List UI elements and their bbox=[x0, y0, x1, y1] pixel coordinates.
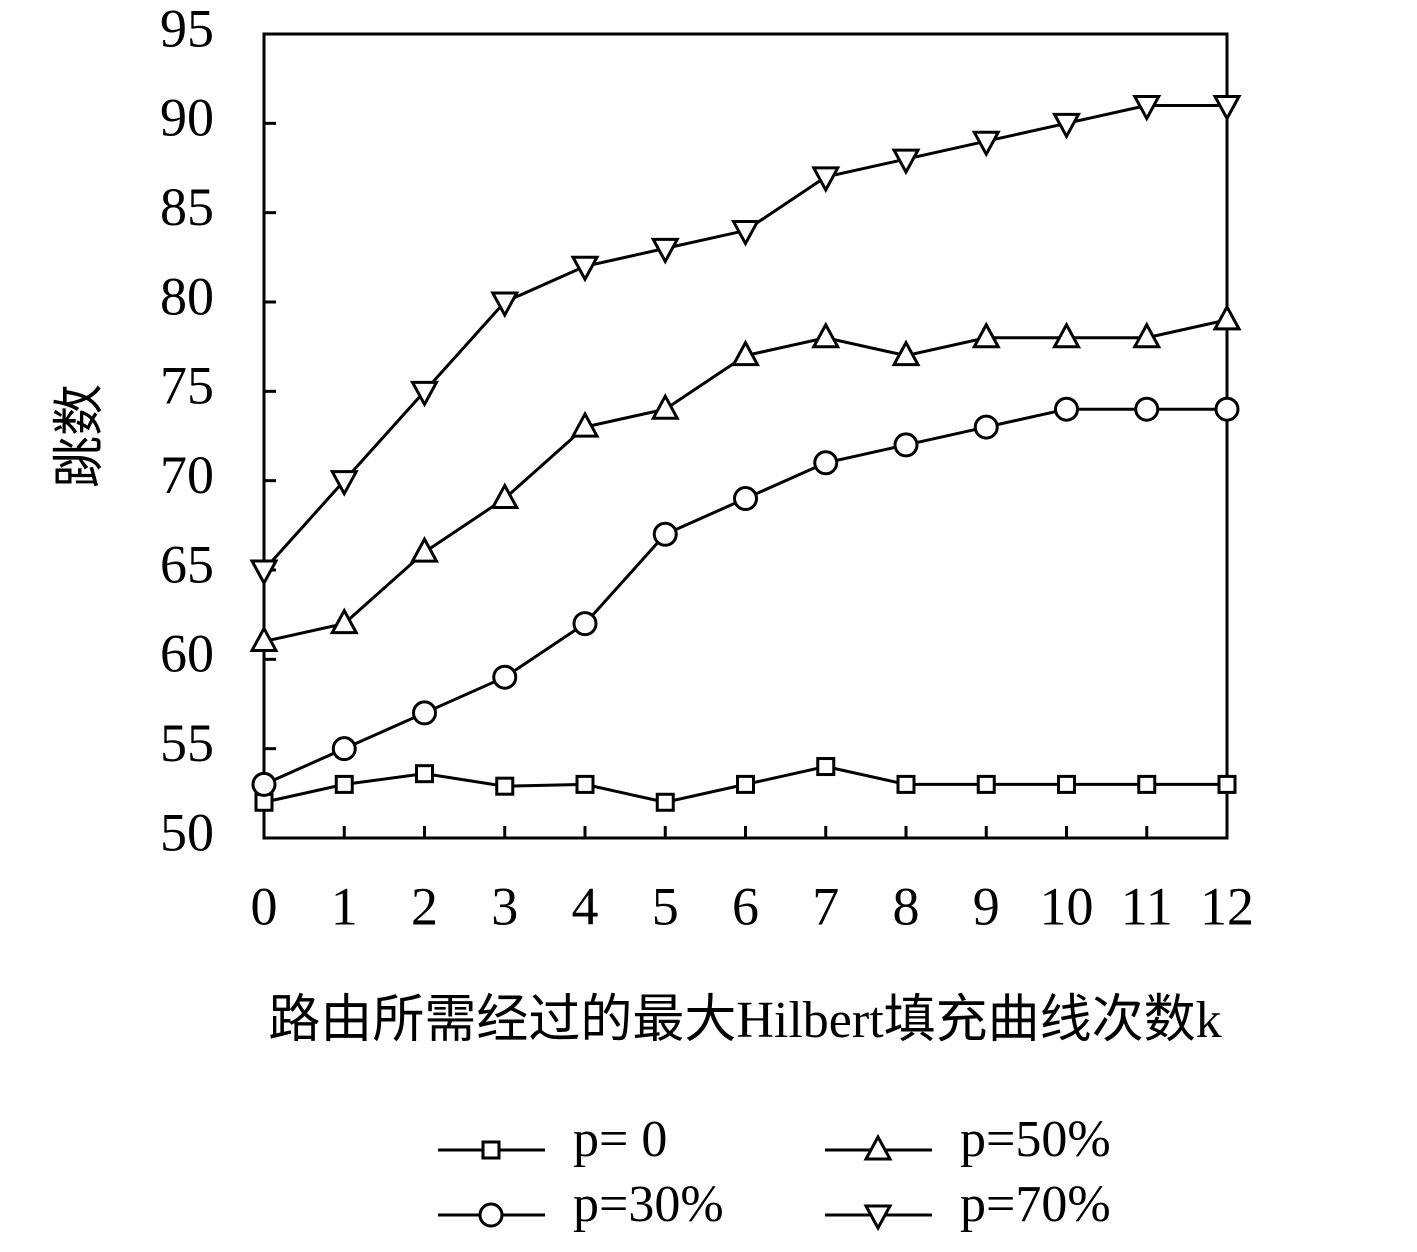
data-point bbox=[976, 774, 996, 794]
data-point bbox=[1134, 396, 1160, 422]
x-tick-label: 12 bbox=[1200, 876, 1254, 936]
y-tick-label: 90 bbox=[160, 88, 214, 148]
x-tick-label: 2 bbox=[411, 876, 438, 936]
data-point bbox=[412, 700, 437, 726]
x-tick-label: 1 bbox=[331, 876, 358, 936]
data-point bbox=[650, 237, 680, 265]
data-point bbox=[891, 339, 921, 367]
data-point bbox=[409, 380, 440, 408]
data-point bbox=[891, 148, 921, 176]
legend-marker bbox=[481, 1140, 501, 1160]
data-point bbox=[971, 130, 1001, 158]
x-tick-label: 5 bbox=[652, 876, 679, 936]
data-point bbox=[652, 521, 678, 547]
data-point bbox=[572, 611, 598, 637]
x-axis-label: 路由所需经过的最大Hilbert填充曲线次数k bbox=[268, 992, 1221, 1049]
y-tick-label: 70 bbox=[160, 445, 214, 505]
data-point bbox=[329, 607, 359, 635]
x-tick-label: 9 bbox=[973, 876, 1000, 936]
data-point bbox=[249, 625, 279, 652]
x-tick-label: 8 bbox=[893, 876, 920, 936]
data-point bbox=[490, 482, 520, 510]
legend-label: p= 0 bbox=[573, 1111, 667, 1168]
data-point bbox=[816, 757, 836, 777]
legend-marker bbox=[863, 1204, 893, 1232]
data-point bbox=[1051, 112, 1082, 140]
legend-marker bbox=[478, 1202, 504, 1228]
data-point bbox=[1212, 303, 1242, 331]
data-point bbox=[730, 220, 761, 247]
data-point bbox=[730, 339, 761, 367]
series-line bbox=[263, 318, 1228, 643]
data-point bbox=[813, 450, 839, 476]
data-point bbox=[896, 774, 916, 794]
data-point bbox=[1051, 321, 1082, 349]
x-tick-label: 0 bbox=[251, 876, 278, 936]
y-axis-label: 跳数 bbox=[52, 384, 109, 488]
data-point bbox=[1212, 94, 1242, 122]
y-tick-label: 60 bbox=[160, 624, 214, 684]
data-point bbox=[575, 774, 595, 794]
x-tick-label: 10 bbox=[1040, 876, 1094, 936]
series-line bbox=[263, 407, 1227, 786]
data-point bbox=[650, 393, 680, 420]
data-point bbox=[492, 664, 518, 690]
data-point bbox=[251, 771, 277, 797]
data-point bbox=[415, 764, 434, 784]
legend-label: p=50% bbox=[960, 1111, 1111, 1168]
data-point bbox=[811, 166, 841, 194]
data-point bbox=[1054, 396, 1079, 422]
legend-label: p=30% bbox=[573, 1176, 724, 1233]
data-point bbox=[1132, 94, 1162, 122]
data-point bbox=[495, 776, 515, 796]
data-point bbox=[1217, 774, 1237, 794]
data-point bbox=[655, 792, 675, 812]
y-tick-label: 65 bbox=[160, 534, 214, 594]
data-point bbox=[249, 559, 279, 587]
x-tick-label: 11 bbox=[1121, 876, 1173, 936]
data-point bbox=[736, 774, 755, 794]
data-point bbox=[811, 321, 841, 349]
legend-label: p=70% bbox=[960, 1176, 1111, 1233]
x-tick-label: 7 bbox=[812, 876, 839, 936]
y-tick-label: 55 bbox=[160, 713, 214, 773]
plot-frame bbox=[262, 32, 1229, 840]
data-point bbox=[733, 486, 758, 512]
data-point bbox=[331, 736, 357, 762]
data-point bbox=[490, 291, 520, 319]
y-tick-label: 95 bbox=[160, 0, 214, 58]
data-point bbox=[1214, 396, 1240, 422]
data-point bbox=[570, 410, 600, 438]
data-point bbox=[1132, 321, 1162, 349]
data-point bbox=[409, 536, 440, 563]
y-tick-label: 80 bbox=[160, 266, 214, 326]
data-point bbox=[973, 414, 999, 440]
x-tick-label: 3 bbox=[491, 876, 518, 936]
data-point bbox=[334, 774, 354, 794]
data-point bbox=[971, 321, 1001, 349]
data-point bbox=[1057, 774, 1076, 794]
y-tick-label: 75 bbox=[160, 356, 214, 416]
legend-marker bbox=[863, 1133, 893, 1161]
y-tick-label: 85 bbox=[160, 177, 214, 237]
data-point bbox=[570, 255, 600, 283]
x-tick-label: 6 bbox=[732, 876, 759, 936]
data-point bbox=[893, 432, 919, 458]
data-point bbox=[329, 470, 359, 497]
data-point bbox=[1137, 774, 1157, 794]
x-tick-label: 4 bbox=[572, 876, 599, 936]
y-tick-label: 50 bbox=[160, 802, 214, 862]
